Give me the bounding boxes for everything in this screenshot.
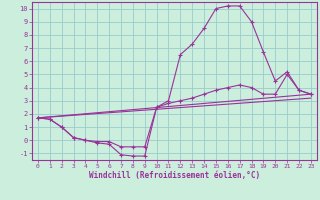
X-axis label: Windchill (Refroidissement éolien,°C): Windchill (Refroidissement éolien,°C) <box>89 171 260 180</box>
